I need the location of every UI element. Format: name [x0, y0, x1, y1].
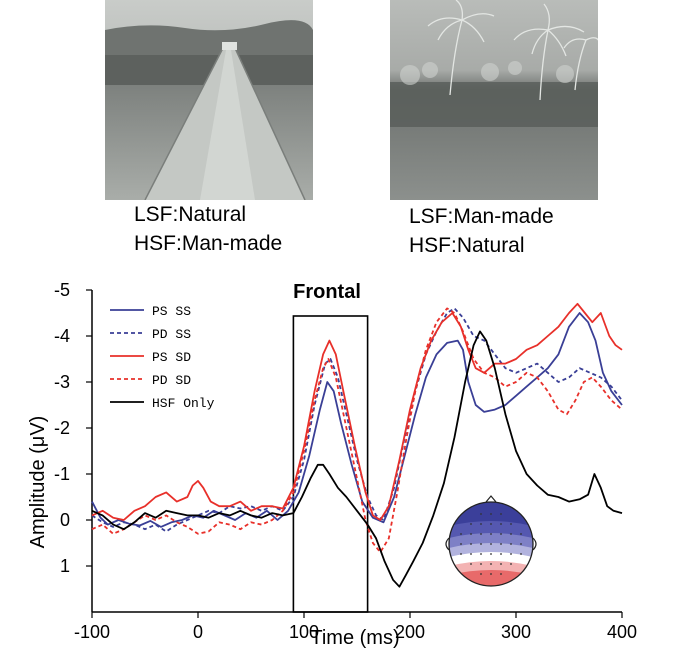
y-tick-label: -5: [54, 280, 70, 300]
electrode-dot: [470, 523, 472, 525]
x-tick-label: 400: [607, 622, 637, 642]
y-tick-label: -2: [54, 418, 70, 438]
electrode-dot: [490, 563, 492, 565]
electrode-dot: [520, 553, 522, 555]
legend-label: PS SS: [152, 304, 191, 319]
electrode-dot: [470, 563, 472, 565]
y-tick-label: 0: [60, 510, 70, 530]
y-tick-label: -3: [54, 372, 70, 392]
electrode-dot: [480, 573, 482, 575]
x-tick-label: 300: [501, 622, 531, 642]
erp-line-chart: Frontal Amplitude (μV) Time (ms) -5 -4 -3 -…: [27, 280, 637, 649]
electrode-dot: [470, 543, 472, 545]
electrode-dot: [520, 543, 522, 545]
electrode-dot: [520, 533, 522, 535]
topo-band: [449, 570, 533, 586]
caption-right-line-1: LSF:Man-made: [409, 205, 554, 228]
electrode-dot: [470, 553, 472, 555]
y-axis-label: Amplitude (μV): [27, 416, 49, 549]
electrode-dot: [490, 573, 492, 575]
electrode-dot: [490, 533, 492, 535]
electrode-dot: [500, 563, 502, 565]
electrode-dot: [480, 523, 482, 525]
chart-series: [91, 302, 623, 588]
series-line-pd-ss: [91, 307, 623, 533]
electrode-dot: [500, 553, 502, 555]
right-ear: [532, 537, 537, 551]
electrode-dot: [480, 543, 482, 545]
electrode-dot: [490, 513, 492, 515]
highlight-window: [292, 315, 369, 613]
x-tick-label: 100: [289, 622, 319, 642]
head-outline: [448, 501, 534, 587]
x-tick-label: -100: [74, 622, 110, 642]
stimulus-image-palm-trees: [390, 0, 598, 200]
x-tick-label: 200: [395, 622, 425, 642]
electrode-dot: [490, 523, 492, 525]
legend-label: HSF Only: [152, 396, 215, 411]
electrode-dot: [510, 543, 512, 545]
chart-title: Frontal: [293, 281, 361, 303]
series-line-hsf-only: [91, 330, 623, 588]
chart-legend: PS SS PD SS PS SD PD SD HSF Only: [110, 304, 215, 411]
electrode-dot: [470, 533, 472, 535]
electrode-dot: [460, 533, 462, 535]
x-axis-label: Time (ms): [310, 627, 399, 649]
y-tick-label: -1: [54, 464, 70, 484]
caption-right-line-2: HSF:Natural: [409, 234, 525, 257]
electrode-dot: [480, 513, 482, 515]
electrode-dot: [510, 533, 512, 535]
electrode-dot: [460, 553, 462, 555]
y-tick-label: -4: [54, 326, 70, 346]
legend-label: PD SS: [152, 327, 191, 342]
series-line-pd-sd: [91, 307, 623, 554]
electrode-dot: [460, 543, 462, 545]
electrode-dot: [500, 513, 502, 515]
electrode-dot: [480, 533, 482, 535]
nose: [485, 495, 497, 503]
electrode-dot: [500, 533, 502, 535]
scalp-topography-map: [445, 495, 537, 587]
series-line-ps-sd: [91, 302, 623, 521]
electrode-dot: [510, 523, 512, 525]
electrode-dot: [480, 563, 482, 565]
caption-left-line-1: LSF:Natural: [134, 203, 247, 226]
caption-left: LSF:Natural HSF:Man-made: [134, 200, 282, 258]
caption-right: LSF:Man-made HSF:Natural: [409, 202, 554, 260]
electrode-dot: [510, 563, 512, 565]
caption-left-line-2: HSF:Man-made: [134, 232, 283, 255]
electrode-dot: [510, 553, 512, 555]
legend-label: PD SD: [152, 373, 191, 388]
series-line-ps-ss: [91, 312, 623, 528]
time-window-box: [292, 315, 369, 613]
electrode-dot: [490, 553, 492, 555]
stimulus-image-road: [105, 0, 313, 200]
electrode-dot: [500, 543, 502, 545]
electrode-dot: [490, 543, 492, 545]
x-tick-label: 0: [193, 622, 203, 642]
y-tick-label: 1: [60, 556, 70, 576]
left-ear: [445, 537, 450, 551]
legend-label: PS SD: [152, 350, 191, 365]
electrode-dot: [500, 573, 502, 575]
electrode-dot: [500, 523, 502, 525]
electrode-dot: [480, 553, 482, 555]
